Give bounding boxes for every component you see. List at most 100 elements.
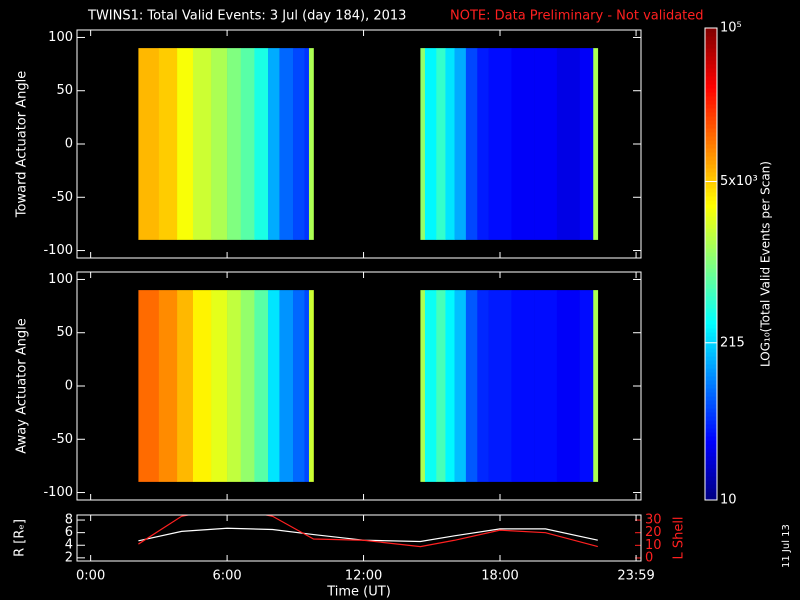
colorbar-stripe [705,204,717,209]
colorbar-stripe [705,452,717,457]
heat-cell [240,48,255,240]
colorbar-stripe [705,84,717,89]
colorbar-stripe [705,484,717,489]
colorbar-stripe [705,432,717,437]
y-tick-label: 50 [56,325,73,340]
date-stamp: 11 Jul 13 [781,524,792,568]
heat-cell [308,48,314,240]
heat-cell [177,48,194,240]
colorbar-tick-label: 10⁵ [720,21,742,36]
colorbar-stripe [705,320,717,325]
colorbar-stripe [705,184,717,189]
colorbar-stripe [705,64,717,69]
colorbar-stripe [705,200,717,205]
colorbar-stripe [705,28,717,33]
colorbar-stripe [705,156,717,161]
heat-cell [511,290,535,482]
heat-cell [454,290,467,482]
heat-cell [279,48,294,240]
heat-cell [465,48,478,240]
colorbar-stripe [705,80,717,85]
colorbar-stripe [705,408,717,413]
colorbar-stripe [705,248,717,253]
colorbar-stripe [705,440,717,445]
colorbar-stripe [705,496,717,501]
colorbar-stripe [705,460,717,465]
heat-cell [254,290,269,482]
heat-cell [534,48,558,240]
colorbar-stripe [705,60,717,65]
colorbar-stripe [705,96,717,101]
colorbar-stripe [705,48,717,53]
note: NOTE: Data Preliminary - Not validated [450,9,704,24]
colorbar-stripe [705,256,717,261]
colorbar-stripe [705,188,717,193]
colorbar-stripe [705,380,717,385]
y-tick-label: 4 [65,538,73,553]
series-line [138,515,598,548]
colorbar-stripe [705,72,717,77]
colorbar-tick-label: 10 [720,493,737,508]
heat-cell [488,48,512,240]
colorbar-stripe [705,384,717,389]
y-tick-label: 0 [65,379,73,394]
heat-cell [211,48,228,240]
heat-cell [436,48,446,240]
colorbar-tick-label: 215 [720,335,745,350]
colorbar-stripe [705,180,717,185]
colorbar-stripe [705,348,717,353]
colorbar-stripe [705,172,717,177]
colorbar-stripe [705,308,717,313]
heat-cell [477,48,489,240]
colorbar-stripe [705,120,717,125]
y-tick-label: -100 [43,485,73,500]
y-tick-label: -100 [43,243,73,258]
y-axis-label: R [Rₑ] [13,519,28,557]
heat-cell [268,48,280,240]
heat-cell [454,48,467,240]
colorbar-stripe [705,104,717,109]
heat-cell [304,290,310,482]
colorbar-stripe [705,312,717,317]
colorbar-stripe [705,420,717,425]
heat-cell [534,290,558,482]
colorbar-stripe [705,332,717,337]
colorbar-stripe [705,356,717,361]
colorbar-stripe [705,36,717,41]
colorbar-stripe [705,292,717,297]
colorbar-stripe [705,280,717,285]
colorbar-stripe [705,472,717,477]
heat-cell [436,290,446,482]
colorbar-stripe [705,240,717,245]
colorbar-stripe [705,352,717,357]
colorbar-stripe [705,76,717,81]
colorbar-stripe [705,216,717,221]
y2-tick-label: 0 [645,550,653,565]
x-tick-label: 6:00 [212,569,241,584]
heat-cell [477,290,489,482]
colorbar-stripe [705,448,717,453]
y2-tick-label: 20 [645,525,662,540]
heat-cell [465,290,478,482]
y-axis-label: Toward Actuator Angle [15,71,30,218]
heat-cell [192,48,212,240]
colorbar-stripe [705,228,717,233]
colorbar-stripe [705,140,717,145]
colorbar-stripe [705,148,717,153]
y-tick-label: 6 [65,525,73,540]
heat-cell [227,48,242,240]
colorbar-stripe [705,276,717,281]
colorbar-tick-label: 5x10³ [720,174,758,189]
y2-tick-label: 30 [645,513,662,528]
colorbar-stripe [705,40,717,45]
heat-cell [424,48,437,240]
colorbar-stripe [705,208,717,213]
colorbar-stripe [705,464,717,469]
colorbar-stripe [705,196,717,201]
colorbar-stripe [705,488,717,493]
colorbar-stripe [705,52,717,57]
x-tick-label: 18:00 [481,569,518,584]
heat-cell [138,290,160,482]
y-tick-label: 100 [48,272,73,287]
